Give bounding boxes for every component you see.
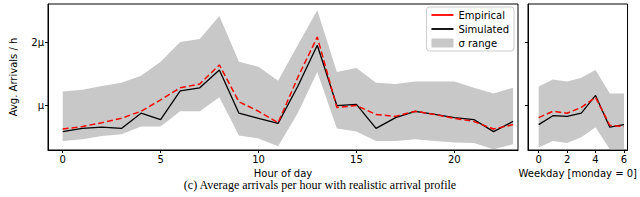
svg-text:Simulated: Simulated: [458, 24, 509, 35]
svg-text:4: 4: [592, 154, 598, 165]
svg-text:Avg. Arrivals / h: Avg. Arrivals / h: [8, 38, 19, 117]
svg-text:5: 5: [157, 154, 163, 165]
svg-text:Hour of day: Hour of day: [253, 168, 313, 180]
svg-text:(c) Average arrivals per hour: (c) Average arrivals per hour with reali…: [184, 178, 456, 192]
svg-text:Weekday [monday = 0]: Weekday [monday = 0]: [519, 168, 638, 179]
svg-text:Empirical: Empirical: [458, 10, 504, 21]
svg-text:0: 0: [535, 154, 541, 165]
svg-text:20: 20: [448, 154, 461, 165]
svg-text:σ range: σ range: [458, 38, 497, 49]
svg-text:10: 10: [252, 154, 265, 165]
svg-text:15: 15: [350, 154, 363, 165]
svg-text:μ: μ: [38, 100, 45, 111]
svg-text:0: 0: [60, 154, 66, 165]
svg-text:2: 2: [564, 154, 570, 165]
svg-text:2μ: 2μ: [31, 37, 44, 48]
svg-text:6: 6: [621, 154, 627, 165]
